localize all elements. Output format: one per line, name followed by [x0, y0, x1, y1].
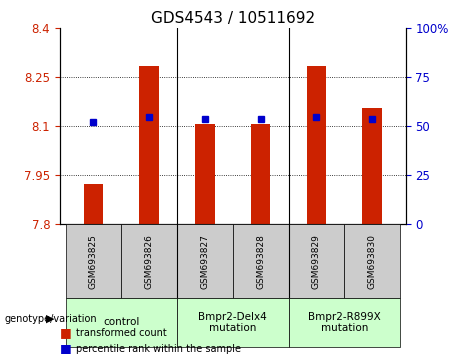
FancyBboxPatch shape	[177, 298, 289, 347]
FancyBboxPatch shape	[65, 298, 177, 347]
Title: GDS4543 / 10511692: GDS4543 / 10511692	[151, 11, 315, 26]
FancyBboxPatch shape	[289, 224, 344, 298]
Bar	[139, 66, 159, 224]
Text: transformed count: transformed count	[76, 328, 167, 338]
FancyBboxPatch shape	[121, 224, 177, 298]
Text: percentile rank within the sample: percentile rank within the sample	[76, 344, 241, 354]
Text: control: control	[103, 318, 140, 327]
Text: GSM693826: GSM693826	[145, 234, 154, 289]
Text: Bmpr2-Delx4
mutation: Bmpr2-Delx4 mutation	[198, 312, 267, 333]
FancyBboxPatch shape	[65, 224, 121, 298]
Bar	[195, 124, 215, 224]
FancyBboxPatch shape	[177, 224, 233, 298]
Text: ■: ■	[60, 342, 71, 354]
Text: GSM693827: GSM693827	[201, 234, 209, 289]
Text: GSM693829: GSM693829	[312, 234, 321, 289]
Text: ■: ■	[60, 326, 71, 339]
Bar	[83, 183, 103, 224]
Bar	[307, 66, 326, 224]
Text: GSM693825: GSM693825	[89, 234, 98, 289]
Text: genotype/variation: genotype/variation	[5, 314, 97, 324]
Text: GSM693828: GSM693828	[256, 234, 265, 289]
FancyBboxPatch shape	[289, 298, 400, 347]
Bar	[362, 108, 382, 224]
Text: Bmpr2-R899X
mutation: Bmpr2-R899X mutation	[308, 312, 381, 333]
FancyBboxPatch shape	[233, 224, 289, 298]
Text: GSM693830: GSM693830	[368, 234, 377, 289]
FancyBboxPatch shape	[344, 224, 400, 298]
Text: ▶: ▶	[46, 314, 54, 324]
Bar	[251, 124, 271, 224]
